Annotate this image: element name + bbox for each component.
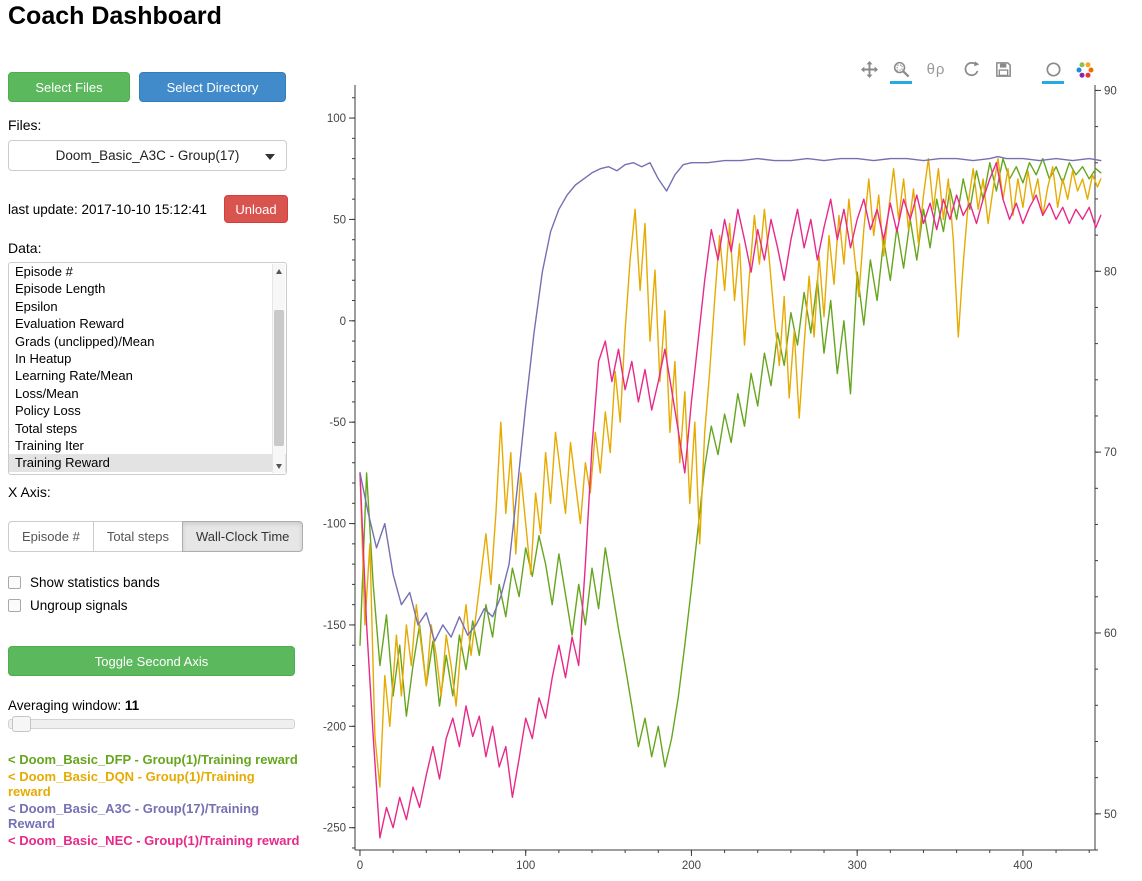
data-signal-option[interactable]: Episode Length bbox=[15, 281, 106, 297]
x-tick-label: 0 bbox=[357, 860, 363, 872]
series-line-doom_basic_dqn bbox=[359, 157, 1102, 788]
data-signal-list[interactable]: Episode # Episode Length Epsilon Evaluation… bbox=[8, 262, 287, 475]
reset-icon[interactable] bbox=[960, 58, 982, 84]
x-tick-label: 400 bbox=[1013, 860, 1032, 872]
series-line-doom_basic_a3c bbox=[359, 155, 1102, 642]
data-signal-option[interactable]: In Heatup bbox=[15, 351, 72, 367]
slider-handle[interactable] bbox=[12, 716, 31, 732]
y-left-tick-label: -200 bbox=[323, 721, 346, 733]
select-files-button[interactable]: Select Files bbox=[8, 72, 130, 102]
data-signal-option[interactable]: Grads (unclipped)/Mean bbox=[15, 333, 155, 349]
files-label: Files: bbox=[8, 117, 42, 133]
legend-item[interactable]: < Doom_Basic_A3C - Group(17)/Training Re… bbox=[8, 800, 260, 832]
y-right-tick-label: 90 bbox=[1104, 85, 1117, 97]
series-line-doom_basic_nec bbox=[359, 161, 1102, 839]
last-update-text: last update: 2017-10-10 15:12:41 bbox=[8, 202, 207, 217]
averaging-window-value: 11 bbox=[124, 698, 140, 713]
data-signal-option[interactable]: Training Iter bbox=[15, 438, 84, 454]
y-left-tick-label: 50 bbox=[333, 214, 346, 226]
show-statistics-bands-checkbox[interactable]: Show statistics bands bbox=[8, 575, 160, 590]
scroll-down-icon[interactable] bbox=[273, 459, 285, 473]
save-icon[interactable] bbox=[992, 58, 1014, 84]
unload-button[interactable]: Unload bbox=[224, 195, 288, 223]
hover-icon[interactable] bbox=[1042, 58, 1064, 84]
box-zoom-icon[interactable] bbox=[890, 58, 912, 84]
data-signal-option[interactable]: Total steps bbox=[15, 420, 78, 436]
scroll-up-icon[interactable] bbox=[273, 264, 285, 278]
checkbox-label: Ungroup signals bbox=[30, 598, 128, 613]
checkbox-label: Show statistics bands bbox=[30, 575, 160, 590]
data-signal-option[interactable]: Training Reward bbox=[9, 454, 286, 472]
pan-icon[interactable] bbox=[858, 58, 880, 84]
x-tick-label: 300 bbox=[848, 860, 867, 872]
select-caret-icon bbox=[265, 154, 275, 160]
y-left-tick-label: 100 bbox=[327, 113, 346, 125]
averaging-window-label: Averaging window: 11 bbox=[8, 698, 140, 713]
select-directory-button[interactable]: Select Directory bbox=[139, 72, 286, 102]
files-select[interactable]: Doom_Basic_A3C - Group(17) bbox=[8, 140, 287, 171]
scrollbar-thumb[interactable] bbox=[274, 310, 284, 446]
y-left-tick-label: 0 bbox=[340, 316, 346, 328]
data-signal-option[interactable]: Loss/Mean bbox=[15, 385, 79, 401]
x-tick-label: 100 bbox=[516, 860, 535, 872]
legend-item[interactable]: < Doom_Basic_DFP - Group(1)/Training rew… bbox=[8, 752, 298, 767]
series-line-doom_basic_dfp bbox=[359, 157, 1102, 768]
series-legend: < Doom_Basic_DFP - Group(1)/Training rew… bbox=[8, 752, 300, 849]
y-right-tick-label: 50 bbox=[1104, 809, 1117, 821]
legend-item[interactable]: < Doom_Basic_DQN - Group(1)/Training rew… bbox=[8, 768, 255, 800]
y-right-tick-label: 80 bbox=[1104, 266, 1117, 278]
y-right-tick-label: 70 bbox=[1104, 447, 1117, 459]
x-axis-option-button[interactable]: Total steps bbox=[92, 521, 183, 552]
data-signal-option[interactable]: Epsilon bbox=[15, 298, 58, 314]
x-axis-button-group: Episode # Total steps Wall-Clock Time bbox=[8, 521, 304, 552]
checkbox-icon[interactable] bbox=[8, 599, 21, 612]
averaging-window-slider[interactable] bbox=[8, 716, 295, 732]
y-left-tick-label: -50 bbox=[329, 417, 346, 429]
toggle-second-axis-button[interactable]: Toggle Second Axis bbox=[8, 646, 295, 676]
y-left-tick-label: -150 bbox=[323, 620, 346, 632]
bokeh-logo-icon[interactable] bbox=[1074, 58, 1096, 84]
data-signal-option[interactable]: Episode # bbox=[15, 264, 73, 279]
plot-canvas[interactable]: 0 100 200 300 400 100 50 0 -50 -100 -150 -200 -250 90… bbox=[300, 55, 1142, 881]
x-axis-label: X Axis: bbox=[8, 484, 51, 500]
data-signal-option[interactable]: Policy Loss bbox=[15, 403, 81, 419]
page-title: Coach Dashboard bbox=[8, 2, 222, 30]
ungroup-signals-checkbox[interactable]: Ungroup signals bbox=[8, 598, 128, 613]
y-left-tick-label: -250 bbox=[323, 823, 346, 835]
x-axis-option-button[interactable]: Episode # bbox=[8, 521, 94, 552]
x-axis-option-button[interactable]: Wall-Clock Time bbox=[181, 521, 304, 552]
legend-item[interactable]: < Doom_Basic_NEC - Group(1)/Training rew… bbox=[8, 832, 300, 848]
list-scrollbar[interactable] bbox=[272, 264, 285, 473]
data-label: Data: bbox=[8, 240, 42, 256]
files-select-value: Doom_Basic_A3C - Group(17) bbox=[55, 148, 240, 163]
bokeh-toolbar: θρ bbox=[858, 58, 1096, 84]
y-left-tick-label: -100 bbox=[323, 519, 346, 531]
plot-container: 0 100 200 300 400 100 50 0 -50 -100 -150 -200 -250 90… bbox=[300, 55, 1142, 881]
data-signal-option[interactable]: Learning Rate/Mean bbox=[15, 368, 133, 384]
x-tick-label: 200 bbox=[682, 860, 701, 872]
checkbox-icon[interactable] bbox=[8, 576, 21, 589]
y-right-tick-label: 60 bbox=[1104, 628, 1117, 640]
data-signal-option[interactable]: Evaluation Reward bbox=[15, 316, 125, 332]
wheel-zoom-icon[interactable]: θρ bbox=[926, 61, 946, 78]
